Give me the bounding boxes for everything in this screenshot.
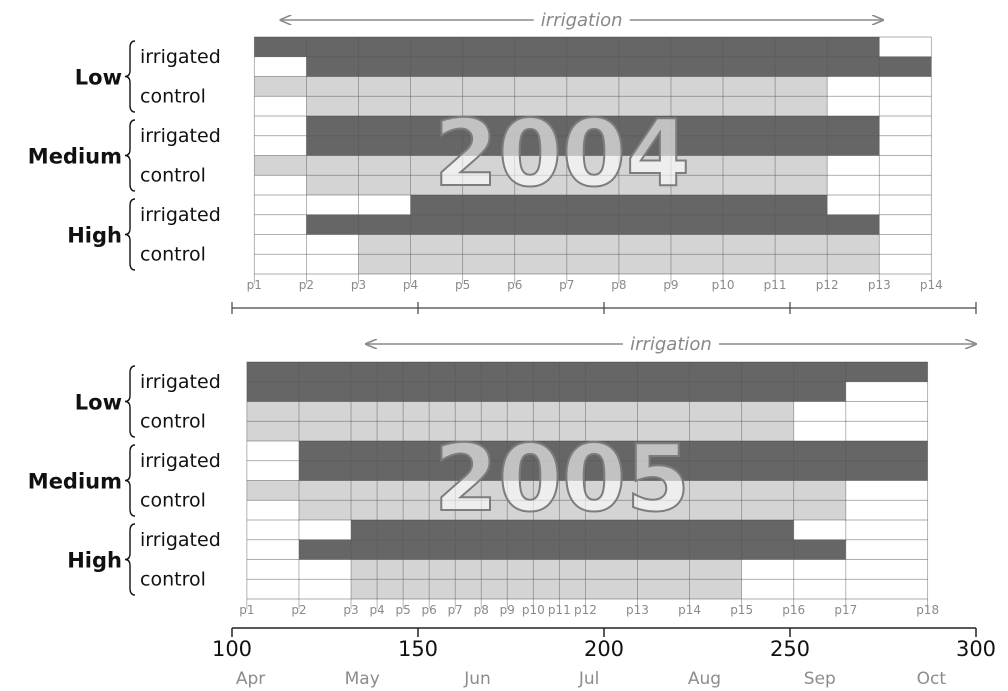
group-label-low: Low	[75, 66, 122, 90]
group-brace	[124, 365, 136, 438]
period-label-p9: p9	[663, 278, 678, 292]
bar-medium-control-1	[246, 480, 846, 501]
group-label-medium: Medium	[28, 145, 122, 169]
row-label-control: control	[140, 411, 206, 433]
period-label-p14: p14	[920, 278, 943, 292]
bar-low-irrigated-2	[246, 381, 846, 402]
period-label-p17: p17	[834, 603, 857, 617]
period-label-p4: p4	[369, 603, 384, 617]
bar-medium-irrigated-1	[306, 116, 880, 136]
period-label-p7: p7	[559, 278, 574, 292]
bar-high-control-1	[351, 559, 742, 580]
period-label-p16: p16	[782, 603, 805, 617]
period-label-p1: p1	[247, 278, 262, 292]
bar-low-control-1	[246, 401, 794, 422]
x-axis-tick-label: 300	[956, 637, 996, 661]
bar-low-control-2	[246, 421, 794, 441]
row-label-irrigated: irrigated	[140, 204, 221, 226]
row-label-irrigated: irrigated	[140, 125, 221, 147]
grid-lines	[253, 36, 932, 284]
bar-high-irrigated-1	[351, 520, 794, 540]
period-label-p4: p4	[403, 278, 418, 292]
row-label-irrigated: irrigated	[140, 450, 221, 472]
period-label-p8: p8	[611, 278, 626, 292]
period-label-p10: p10	[522, 603, 545, 617]
bar-low-control-1	[254, 76, 828, 97]
group-label-high: High	[67, 549, 122, 573]
group-label-medium: Medium	[28, 470, 122, 494]
x-axis: 100 150 200 250 300 Apr May Jun Jul Aug Sep Oct	[212, 302, 996, 689]
period-label-p6: p6	[422, 603, 437, 617]
month-label-oct: Oct	[917, 669, 947, 689]
group-brace	[124, 40, 136, 113]
period-label-p15: p15	[730, 603, 753, 617]
period-label-p2: p2	[291, 603, 306, 617]
x-axis-tick-label: 150	[398, 637, 438, 661]
bar-layer	[246, 362, 928, 599]
x-axis-tick-label: 250	[770, 637, 810, 661]
panels-layer: p1 p2 p3 p4 p5 p6 p7 p8 p9 p10 p11 p12 p13 p14irrigat…	[28, 7, 976, 617]
month-label-aug: Aug	[688, 669, 721, 689]
year-label-2004: 2004	[434, 100, 690, 207]
period-label-p5: p5	[395, 603, 410, 617]
month-label-jul: Jul	[578, 669, 600, 689]
period-label-p3: p3	[343, 603, 358, 617]
bar-low-irrigated-1	[246, 362, 928, 382]
irrigation-label: irrigation	[541, 10, 623, 31]
group-label-low: Low	[75, 391, 122, 415]
irrigation-label-bg	[533, 7, 630, 31]
period-label-p14: p14	[678, 603, 701, 617]
period-label-p11: p11	[548, 603, 571, 617]
bar-medium-irrigated-2	[306, 135, 880, 156]
period-label-p13: p13	[626, 603, 649, 617]
group-brace	[124, 523, 136, 596]
month-label-jun: Jun	[463, 669, 491, 689]
row-label-control: control	[140, 86, 206, 108]
row-label-control: control	[140, 244, 206, 266]
bar-medium-irrigated-1	[298, 441, 928, 461]
period-label-p13: p13	[868, 278, 891, 292]
row-label-control: control	[140, 165, 206, 187]
group-label-high: High	[67, 224, 122, 248]
row-label-control: control	[140, 569, 206, 591]
x-axis-tick-label: 200	[584, 637, 624, 661]
month-label-apr: Apr	[236, 669, 265, 689]
period-label-p7: p7	[448, 603, 463, 617]
group-brace	[124, 119, 136, 192]
row-label-irrigated: irrigated	[140, 371, 221, 393]
month-label-may: May	[345, 669, 380, 689]
period-label-p3: p3	[351, 278, 366, 292]
bar-medium-irrigated-2	[298, 460, 928, 481]
timeline-panel-2005: p1 p2 p3 p4 p5 p6 p7 p8 p9 p10 p11 p12 p13 p14 p15 p16 p…	[28, 331, 976, 617]
period-label-p12: p12	[816, 278, 839, 292]
year-label-2005: 2005	[434, 425, 690, 532]
period-label-p10: p10	[712, 278, 735, 292]
bar-high-control-2	[351, 579, 742, 599]
bar-medium-control-2	[298, 500, 846, 520]
period-label-p12: p12	[574, 603, 597, 617]
bar-high-irrigated-2	[298, 539, 846, 560]
grid-lines	[246, 361, 929, 609]
timeline-panel-2004: p1 p2 p3 p4 p5 p6 p7 p8 p9 p10 p11 p12 p13 p14 irrigat…	[28, 7, 943, 292]
row-label-irrigated: irrigated	[140, 529, 221, 551]
period-label-p8: p8	[474, 603, 489, 617]
period-label-p2: p2	[299, 278, 314, 292]
group-brace	[124, 444, 136, 517]
period-label-p5: p5	[455, 278, 470, 292]
period-label-p6: p6	[507, 278, 522, 292]
row-label-control: control	[140, 490, 206, 512]
period-label-p9: p9	[500, 603, 515, 617]
irrigation-label-bg	[622, 331, 719, 355]
irrigation-label: irrigation	[630, 334, 712, 355]
bar-high-irrigated-2	[306, 214, 880, 235]
row-label-irrigated: irrigated	[140, 46, 221, 68]
x-axis-tick-label: 100	[212, 637, 252, 661]
bar-medium-control-1	[254, 155, 828, 176]
period-label-p18: p18	[916, 603, 939, 617]
group-brace	[124, 198, 136, 271]
period-label-p11: p11	[764, 278, 787, 292]
month-label-sep: Sep	[804, 669, 836, 689]
period-label-p1: p1	[239, 603, 254, 617]
